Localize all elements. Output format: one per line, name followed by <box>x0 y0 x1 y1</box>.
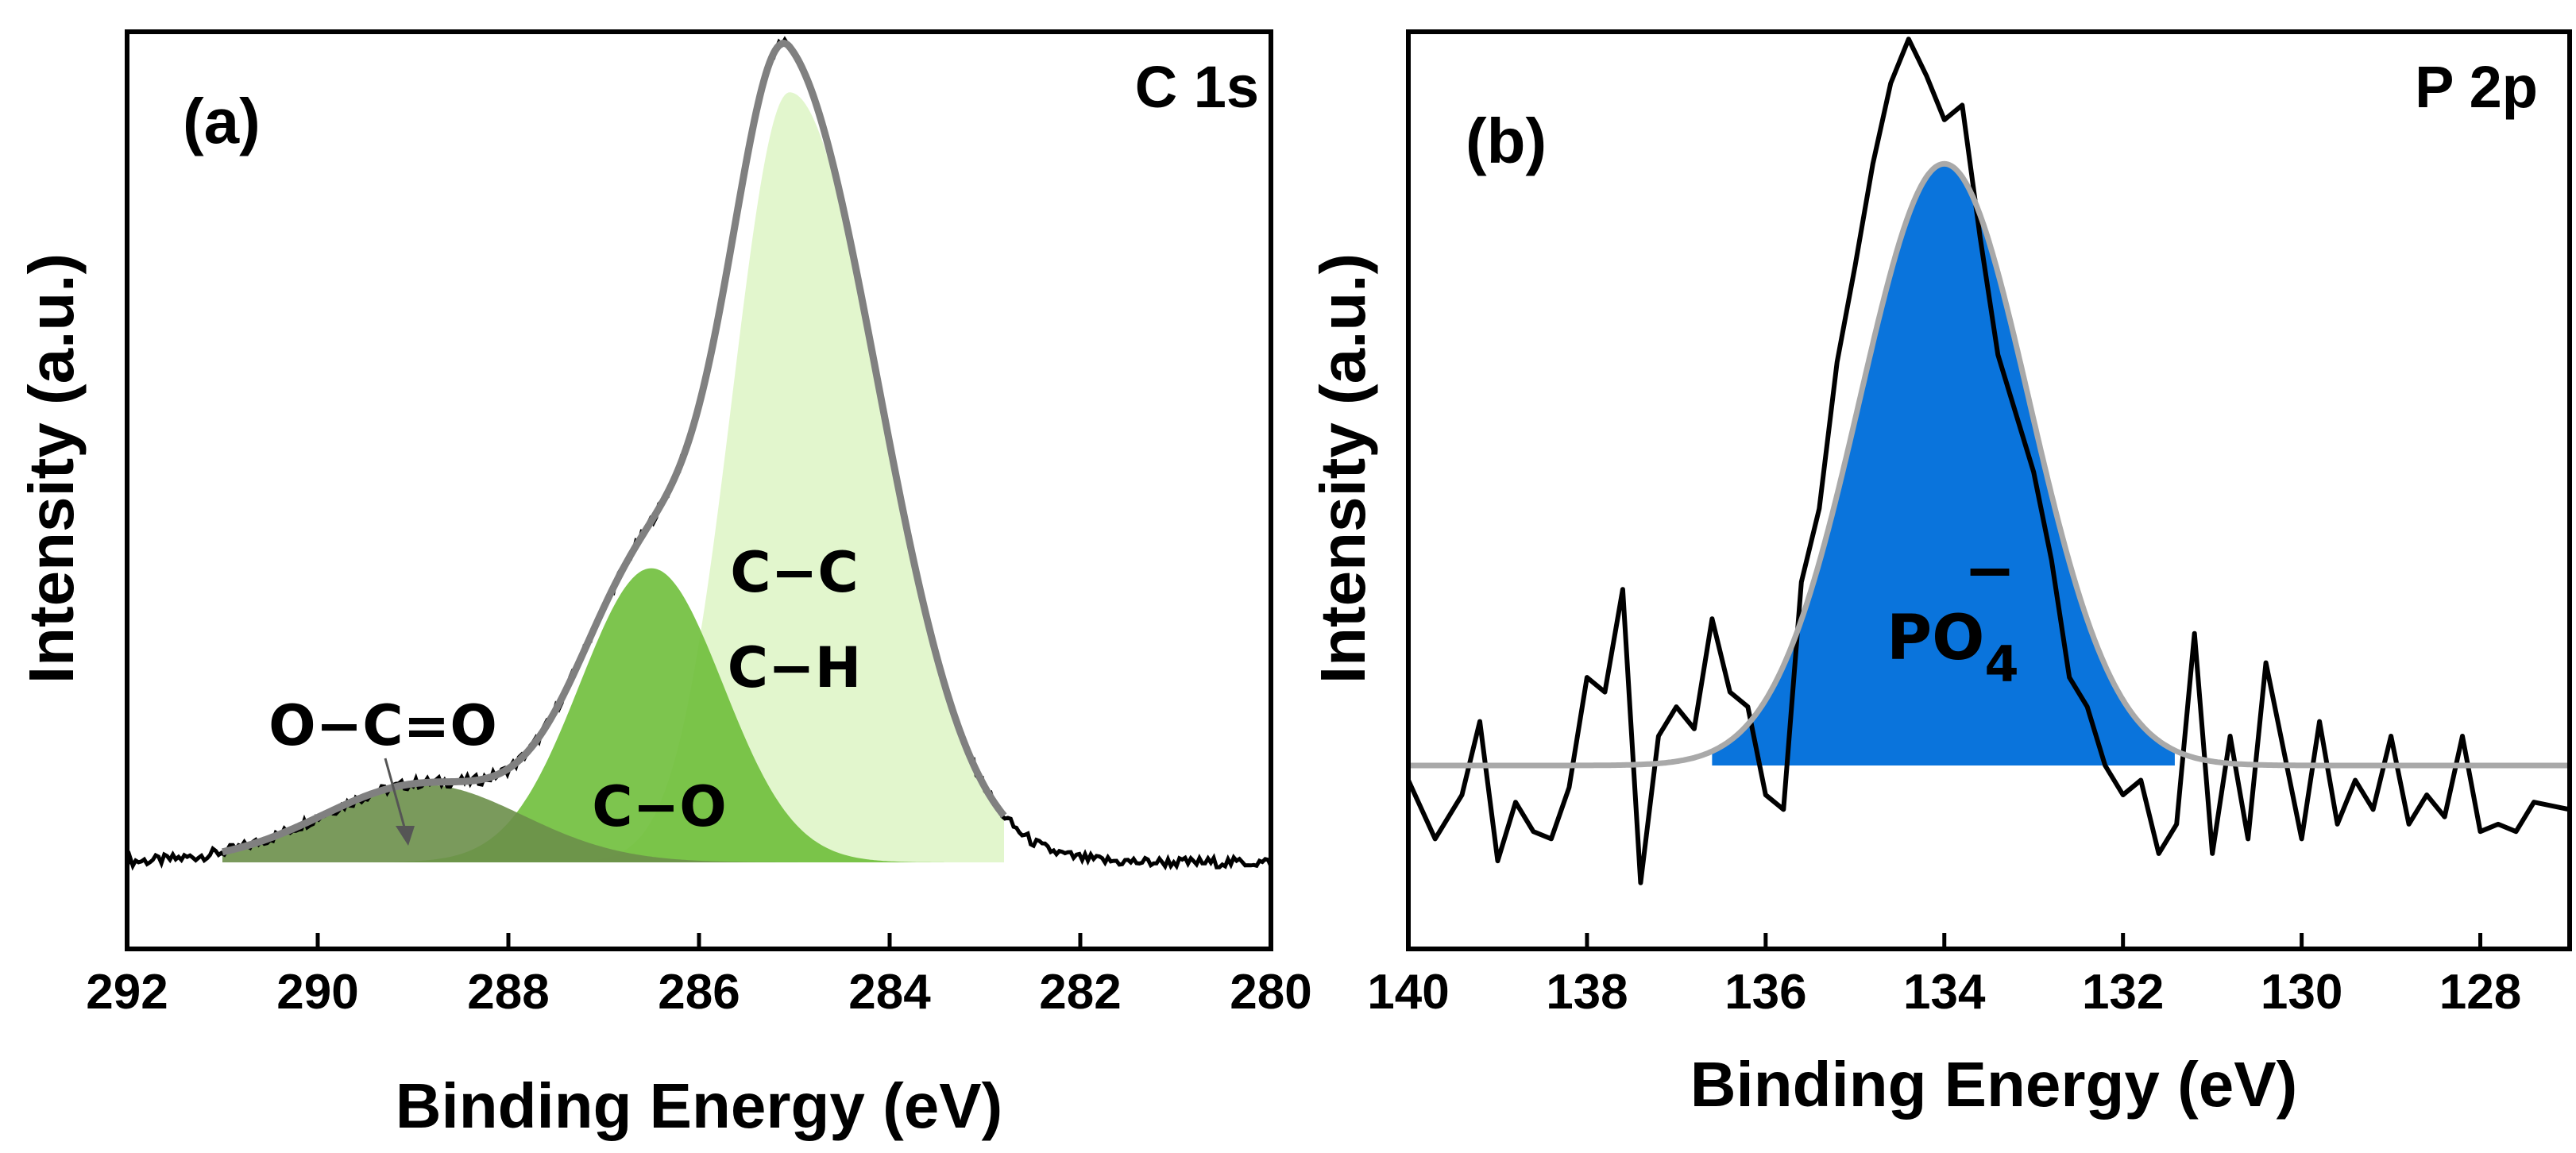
panel-b-p2p: 140 138 136 134 132 130 128 (b) P 2p Binding E… <box>1307 29 2572 1120</box>
peak-ocoo-arrow-line <box>384 758 407 831</box>
panel-b-x-tick-label: 134 <box>1903 965 1986 1020</box>
panel-b-frame <box>1406 29 2572 951</box>
peak-label-po4-subscript: 4 <box>1984 635 2018 693</box>
panel-b-x-tick-label: 132 <box>2082 965 2164 1020</box>
panel-b-raw-data <box>1406 37 2570 885</box>
panel-a-x-tick-label: 282 <box>1039 965 1121 1020</box>
panel-a-core-level: C 1s <box>1135 54 1259 120</box>
panel-b-x-ticks: 140 138 136 134 132 130 128 <box>1367 933 2521 1020</box>
peak-label-po4-superscript: − <box>1964 535 2015 607</box>
panel-b-envelope-line <box>1408 160 2568 769</box>
peak-ocoo-arrow-head <box>396 826 415 846</box>
panel-b-x-tick-label: 138 <box>1546 965 1628 1020</box>
panel-a-x-tick-label: 284 <box>848 965 931 1020</box>
peak-label-ch: C−H <box>728 635 862 700</box>
panel-a-envelope-line <box>220 40 1007 856</box>
panel-a-x-tick-label: 286 <box>658 965 740 1020</box>
component-ocoo <box>222 785 1004 863</box>
peak-label-po4: PO4 <box>1887 603 2019 693</box>
panel-a-x-tick-label: 280 <box>1230 965 1311 1020</box>
panel-a-envelope <box>220 40 1007 856</box>
panel-b-core-level: P 2p <box>2415 54 2538 120</box>
panel-a-x-tick-label: 288 <box>467 965 549 1020</box>
panel-b-x-tick-label: 128 <box>2439 965 2521 1020</box>
panel-a-y-axis-title: Intensity (a.u.) <box>16 253 87 684</box>
panel-a-components <box>222 92 1004 863</box>
panel-b-x-tick-label: 136 <box>1724 965 1806 1020</box>
peak-label-cc: C−C <box>730 540 858 605</box>
panel-b-envelope <box>1408 160 2568 769</box>
panel-b-label: (b) <box>1466 106 1547 176</box>
component-cc-ch <box>222 92 1004 863</box>
panel-a-x-tick-label: 290 <box>276 965 358 1020</box>
peak-label-ocoo: O−C=O <box>268 693 497 758</box>
component-co <box>222 568 1004 863</box>
panel-b-raw-line <box>1406 37 2570 885</box>
panel-b-x-tick-label: 140 <box>1367 965 1449 1020</box>
panel-a-label: (a) <box>183 86 261 156</box>
peak-label-po4-base: PO <box>1887 603 1984 674</box>
panel-b-x-tick-label: 130 <box>2261 965 2342 1020</box>
panel-b-y-axis-title: Intensity (a.u.) <box>1307 253 1378 684</box>
panel-b-x-axis-title: Binding Energy (eV) <box>1690 1049 2298 1120</box>
panel-a-x-axis-title: Binding Energy (eV) <box>396 1070 1003 1141</box>
panel-a-c1s: 292 290 288 286 284 282 280 (a) C 1s Binding E… <box>16 29 1312 1141</box>
peak-label-co: C−O <box>592 774 727 839</box>
panel-a-x-tick-label: 292 <box>86 965 168 1020</box>
panel-a-x-ticks: 292 290 288 286 284 282 280 <box>86 933 1312 1020</box>
